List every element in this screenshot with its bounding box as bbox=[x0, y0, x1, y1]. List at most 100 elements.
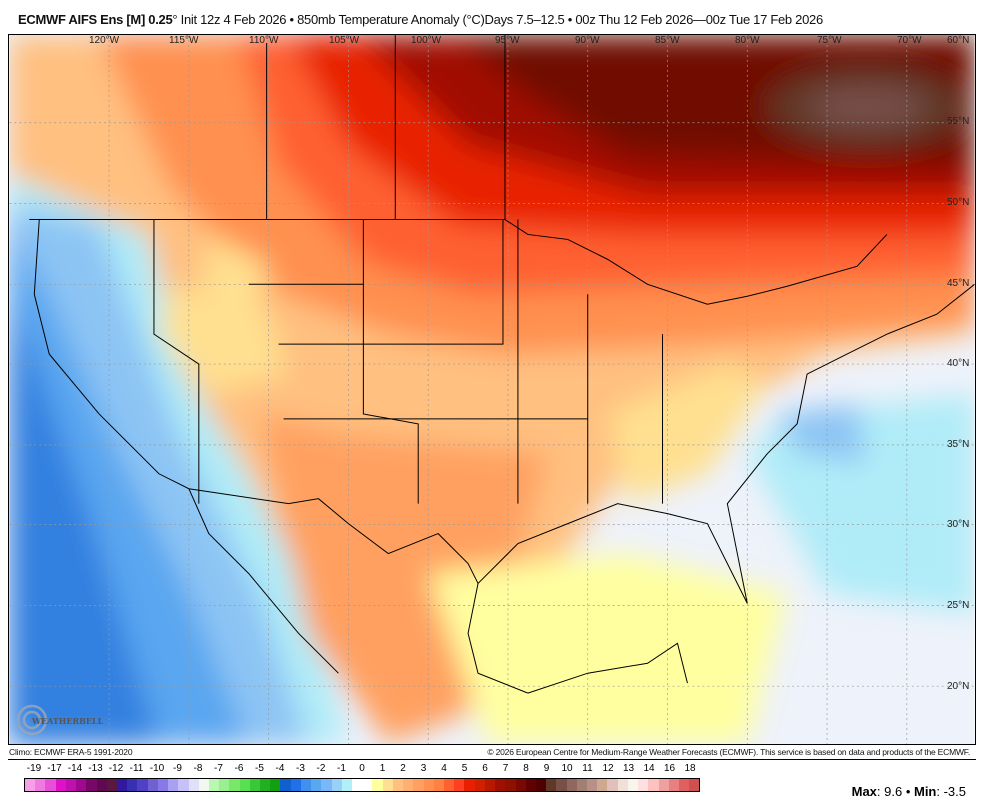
colorbar-swatch bbox=[321, 779, 332, 791]
lat-label: 25°N bbox=[947, 600, 970, 611]
colorbar-swatch bbox=[546, 779, 557, 791]
colorbar-tick-label: 8 bbox=[523, 763, 529, 774]
colorbar-tick-label: -19 bbox=[26, 763, 42, 774]
colorbar-tick-label: -9 bbox=[173, 763, 182, 774]
colorbar-tick-label: -11 bbox=[129, 763, 144, 774]
colorbar-swatch bbox=[454, 779, 465, 791]
colorbar-swatch bbox=[403, 779, 414, 791]
weatherbell-logo: WEATHERBELL bbox=[14, 700, 104, 740]
colorbar-swatch bbox=[229, 779, 240, 791]
colorbar-swatch bbox=[535, 779, 547, 791]
lon-label: 120°W bbox=[89, 35, 120, 46]
copyright-note: © 2026 European Centre for Medium-Range … bbox=[487, 747, 970, 757]
colorbar-swatch bbox=[679, 779, 690, 791]
climo-note: Climo: ECMWF ERA-5 1991-2020 bbox=[9, 747, 133, 757]
colorbar-swatch bbox=[270, 779, 281, 791]
colorbar-swatch bbox=[65, 779, 77, 791]
colorbar-swatch bbox=[668, 779, 679, 791]
colorbar-swatch bbox=[147, 779, 158, 791]
colorbar-tick-label: -12 bbox=[108, 763, 124, 774]
divider bbox=[8, 759, 976, 760]
colorbar-swatch bbox=[372, 779, 383, 791]
colorbar-swatch bbox=[280, 779, 291, 791]
colorbar-swatch bbox=[157, 779, 169, 791]
colorbar-swatch bbox=[617, 779, 628, 791]
colorbar-swatch bbox=[45, 779, 56, 791]
colorbar-tick-label: -4 bbox=[275, 763, 285, 774]
colorbar-tick-label: -8 bbox=[193, 763, 203, 774]
borders bbox=[29, 35, 975, 694]
colorbar-tick-label: 14 bbox=[643, 763, 655, 774]
colorbar bbox=[24, 778, 700, 792]
colorbar-swatch bbox=[106, 779, 117, 791]
colorbar-swatch bbox=[311, 779, 322, 791]
colorbar-tick-label: 1 bbox=[379, 763, 386, 774]
lon-label: 85°W bbox=[655, 35, 680, 46]
colorbar-swatch bbox=[55, 779, 66, 791]
colorbar-swatch bbox=[464, 779, 475, 791]
colorbar-swatch bbox=[25, 779, 36, 791]
colorbar-swatch bbox=[219, 779, 230, 791]
colorbar-swatch bbox=[413, 779, 424, 791]
colorbar-swatch bbox=[484, 779, 496, 791]
colorbar-swatch bbox=[331, 779, 342, 791]
colorbar-swatch bbox=[239, 779, 250, 791]
lon-label: 115°W bbox=[169, 35, 199, 46]
colorbar-tick-label: -5 bbox=[255, 763, 264, 774]
colorbar-swatch bbox=[127, 779, 138, 791]
colorbar-swatch bbox=[556, 779, 567, 791]
colorbar-swatch bbox=[566, 779, 577, 791]
colorbar-tick-label: 4 bbox=[441, 763, 447, 774]
colorbar-swatch bbox=[597, 779, 608, 791]
colorbar-swatch bbox=[249, 779, 261, 791]
lat-label: 55°N bbox=[947, 116, 970, 127]
max-min-stats: Max: 9.6 • Min: -3.5 bbox=[851, 784, 966, 799]
lon-label: 75°W bbox=[817, 35, 842, 46]
colorbar-swatch bbox=[689, 779, 700, 791]
lon-label: 70°W bbox=[897, 35, 922, 46]
anomaly-field bbox=[9, 35, 975, 744]
colorbar-swatch bbox=[648, 779, 659, 791]
lon-label: 95°W bbox=[495, 35, 520, 46]
colorbar-swatch bbox=[137, 779, 148, 791]
colorbar-swatch bbox=[495, 779, 506, 791]
colorbar-swatch bbox=[658, 779, 669, 791]
colorbar-swatch bbox=[76, 779, 87, 791]
colorbar-swatch bbox=[168, 779, 179, 791]
lon-label: 90°W bbox=[575, 35, 600, 46]
colorbar-swatch bbox=[198, 779, 209, 791]
colorbar-tick-label: 2 bbox=[400, 763, 406, 774]
colorbar-tick-label: 10 bbox=[561, 763, 573, 774]
colorbar-swatch bbox=[587, 779, 598, 791]
colorbar-swatch bbox=[505, 779, 516, 791]
svg-text:WEATHERBELL: WEATHERBELL bbox=[31, 716, 104, 726]
colorbar-swatch bbox=[341, 779, 352, 791]
colorbar-ticks: -19 -17 -14 -13 -12 -11 -10 -9 -8 -7 -6 -5 -4 -3 -2 -1 0… bbox=[24, 763, 700, 775]
colorbar-swatch bbox=[300, 779, 312, 791]
colorbar-swatch bbox=[627, 779, 639, 791]
colorbar-tick-label: 16 bbox=[663, 763, 676, 774]
colorbar-tick-label: -7 bbox=[214, 763, 223, 774]
colorbar-swatch bbox=[362, 779, 373, 791]
lat-label: 40°N bbox=[947, 358, 970, 369]
colorbar-swatch bbox=[116, 779, 128, 791]
lat-label: 20°N bbox=[947, 681, 970, 692]
colorbar-swatch bbox=[260, 779, 271, 791]
colorbar-swatch bbox=[35, 779, 46, 791]
colorbar-swatch bbox=[392, 779, 404, 791]
colorbar-tick-label: -6 bbox=[234, 763, 244, 774]
colorbar-tick-label: 9 bbox=[543, 763, 550, 774]
lat-label: 30°N bbox=[947, 519, 970, 530]
colorbar-tick-label: 6 bbox=[482, 763, 488, 774]
colorbar-tick-label: -14 bbox=[67, 763, 83, 774]
colorbar-swatch bbox=[607, 779, 618, 791]
colorbar-swatch bbox=[352, 779, 363, 791]
colorbar-tick-label: -17 bbox=[47, 763, 62, 774]
colorbar-swatch bbox=[178, 779, 189, 791]
colorbar-swatch bbox=[525, 779, 536, 791]
colorbar-swatch bbox=[208, 779, 220, 791]
colorbar-swatch bbox=[515, 779, 526, 791]
colorbar-swatch bbox=[638, 779, 649, 791]
lon-label: 100°W bbox=[411, 35, 442, 46]
colorbar-tick-label: -2 bbox=[316, 763, 326, 774]
